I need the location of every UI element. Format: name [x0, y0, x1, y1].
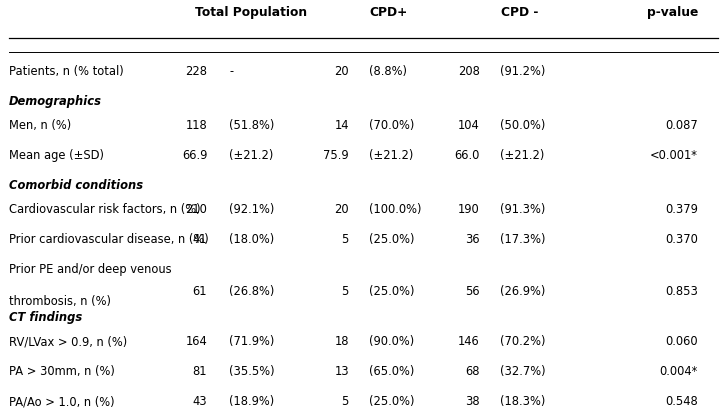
Text: Cardiovascular risk factors, n (%): Cardiovascular risk factors, n (%) — [9, 203, 201, 216]
Text: (92.1%): (92.1%) — [229, 203, 274, 216]
Text: (65.0%): (65.0%) — [369, 365, 414, 378]
Text: (90.0%): (90.0%) — [369, 335, 414, 348]
Text: PA > 30mm, n (%): PA > 30mm, n (%) — [9, 365, 115, 378]
Text: 81: 81 — [193, 365, 207, 378]
Text: 13: 13 — [334, 365, 349, 378]
Text: 146: 146 — [458, 335, 480, 348]
Text: 210: 210 — [185, 203, 207, 216]
Text: Demographics: Demographics — [9, 95, 102, 108]
Text: (26.9%): (26.9%) — [500, 285, 545, 298]
Text: 0.087: 0.087 — [665, 119, 698, 132]
Text: 164: 164 — [185, 335, 207, 348]
Text: 190: 190 — [458, 203, 480, 216]
Text: 38: 38 — [465, 395, 480, 408]
Text: 68: 68 — [465, 365, 480, 378]
Text: (18.9%): (18.9%) — [229, 395, 274, 408]
Text: (91.2%): (91.2%) — [500, 65, 545, 78]
Text: 61: 61 — [193, 285, 207, 298]
Text: (100.0%): (100.0%) — [369, 203, 422, 216]
Text: (8.8%): (8.8%) — [369, 65, 407, 78]
Text: (51.8%): (51.8%) — [229, 119, 274, 132]
Text: Patients, n (% total): Patients, n (% total) — [9, 65, 124, 78]
Text: 20: 20 — [334, 203, 349, 216]
Text: (32.7%): (32.7%) — [500, 365, 546, 378]
Text: Prior cardiovascular disease, n (%): Prior cardiovascular disease, n (%) — [9, 233, 209, 246]
Text: Mean age (±SD): Mean age (±SD) — [9, 149, 104, 162]
Text: 75.9: 75.9 — [324, 149, 349, 162]
Text: 66.0: 66.0 — [454, 149, 480, 162]
Text: CPD -: CPD - — [501, 6, 539, 19]
Text: 0.004*: 0.004* — [659, 365, 698, 378]
Text: (71.9%): (71.9%) — [229, 335, 274, 348]
Text: 14: 14 — [334, 119, 349, 132]
Text: (±21.2): (±21.2) — [369, 149, 414, 162]
Text: (±21.2): (±21.2) — [500, 149, 545, 162]
Text: (25.0%): (25.0%) — [369, 233, 415, 246]
Text: 36: 36 — [465, 233, 480, 246]
Text: <0.001*: <0.001* — [650, 149, 698, 162]
Text: RV/LVax > 0.9, n (%): RV/LVax > 0.9, n (%) — [9, 335, 127, 348]
Text: Comorbid conditions: Comorbid conditions — [9, 179, 142, 192]
Text: (25.0%): (25.0%) — [369, 285, 415, 298]
Text: 56: 56 — [465, 285, 480, 298]
Text: 43: 43 — [193, 395, 207, 408]
Text: (18.3%): (18.3%) — [500, 395, 545, 408]
Text: (70.0%): (70.0%) — [369, 119, 414, 132]
Text: (35.5%): (35.5%) — [229, 365, 275, 378]
Text: 66.9: 66.9 — [182, 149, 207, 162]
Text: (91.3%): (91.3%) — [500, 203, 545, 216]
Text: 118: 118 — [185, 119, 207, 132]
Text: 0.548: 0.548 — [665, 395, 698, 408]
Text: 0.379: 0.379 — [665, 203, 698, 216]
Text: Men, n (%): Men, n (%) — [9, 119, 71, 132]
Text: 228: 228 — [185, 65, 207, 78]
Text: 5: 5 — [342, 395, 349, 408]
Text: 5: 5 — [342, 233, 349, 246]
Text: thrombosis, n (%): thrombosis, n (%) — [9, 295, 111, 308]
Text: 20: 20 — [334, 65, 349, 78]
Text: CPD+: CPD+ — [370, 6, 408, 19]
Text: 18: 18 — [334, 335, 349, 348]
Text: Total Population: Total Population — [195, 6, 307, 19]
Text: 208: 208 — [458, 65, 480, 78]
Text: (26.8%): (26.8%) — [229, 285, 274, 298]
Text: (18.0%): (18.0%) — [229, 233, 274, 246]
Text: (50.0%): (50.0%) — [500, 119, 545, 132]
Text: (25.0%): (25.0%) — [369, 395, 415, 408]
Text: 0.370: 0.370 — [665, 233, 698, 246]
Text: 41: 41 — [193, 233, 207, 246]
Text: (17.3%): (17.3%) — [500, 233, 546, 246]
Text: PA/Ao > 1.0, n (%): PA/Ao > 1.0, n (%) — [9, 395, 114, 408]
Text: p-value: p-value — [647, 6, 698, 19]
Text: 0.060: 0.060 — [665, 335, 698, 348]
Text: 104: 104 — [458, 119, 480, 132]
Text: 5: 5 — [342, 285, 349, 298]
Text: (70.2%): (70.2%) — [500, 335, 546, 348]
Text: (±21.2): (±21.2) — [229, 149, 273, 162]
Text: 0.853: 0.853 — [665, 285, 698, 298]
Text: Prior PE and/or deep venous: Prior PE and/or deep venous — [9, 263, 172, 276]
Text: CT findings: CT findings — [9, 311, 82, 324]
Text: -: - — [229, 65, 233, 78]
